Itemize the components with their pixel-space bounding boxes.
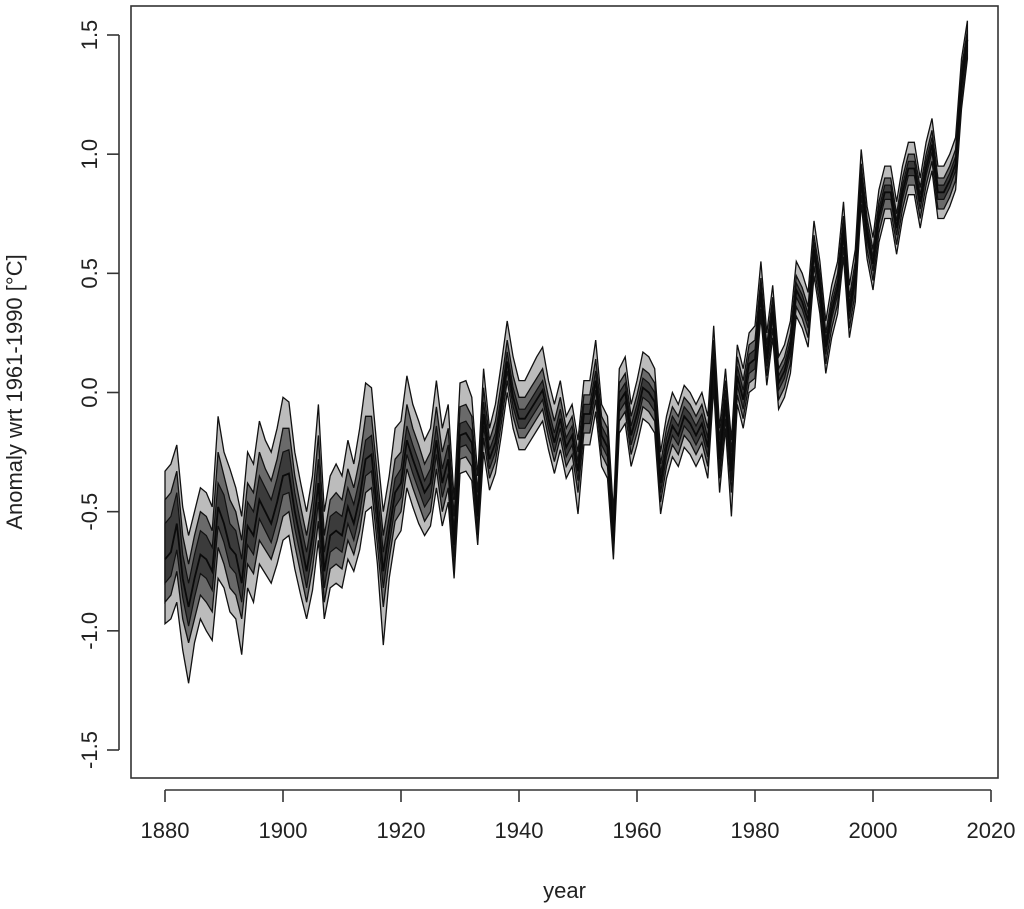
y-tick-label: -1.0 bbox=[77, 612, 102, 650]
y-tick-label: 1.0 bbox=[77, 139, 102, 170]
x-tick-label: 1880 bbox=[141, 818, 190, 843]
x-tick-label: 1940 bbox=[495, 818, 544, 843]
outer-uncertainty-band bbox=[164, 20, 969, 684]
x-tick-label: 1960 bbox=[613, 818, 662, 843]
x-tick-label: 1980 bbox=[731, 818, 780, 843]
plot-frame bbox=[130, 5, 999, 779]
y-tick-label: 0.0 bbox=[77, 377, 102, 408]
y-tick-label: -0.5 bbox=[77, 493, 102, 531]
y-tick-label: 1.5 bbox=[77, 20, 102, 51]
axes: 1880 1900 1920 1940 1960 1980 2000 2020 -1.5 -1.0… bbox=[77, 5, 1016, 843]
x-tick-label: 1900 bbox=[259, 818, 308, 843]
x-tick-label: 1920 bbox=[377, 818, 426, 843]
middle-uncertainty-band bbox=[164, 30, 969, 643]
y-tick-label: -1.5 bbox=[77, 731, 102, 769]
x-tick-label: 2000 bbox=[849, 818, 898, 843]
x-tick-label: 2020 bbox=[967, 818, 1016, 843]
y-axis-title: Anomaly wrt 1961-1990 [°C] bbox=[2, 254, 27, 529]
y-tick-label: 0.5 bbox=[77, 258, 102, 289]
median-anomaly-line bbox=[164, 39, 969, 608]
uncertainty-bands bbox=[164, 20, 969, 684]
x-axis-title: year bbox=[543, 878, 586, 903]
